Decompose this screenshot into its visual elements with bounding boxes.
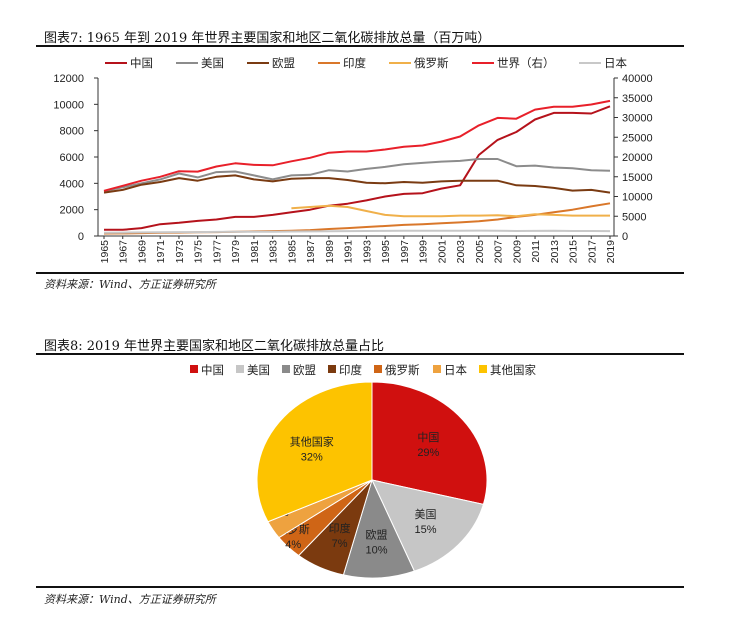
pie-label-name: 美国 xyxy=(414,508,436,521)
x-tick-label: 1993 xyxy=(361,240,373,264)
legend-label-其他国家: 其他国家 xyxy=(490,363,536,377)
legend-label-印度: 印度 xyxy=(343,56,366,70)
right-tick-label: 20000 xyxy=(622,152,653,164)
legend-label-欧盟: 欧盟 xyxy=(272,57,295,70)
right-tick-label: 25000 xyxy=(622,132,653,144)
series-line-日本 xyxy=(103,229,611,234)
x-tick-label: 2011 xyxy=(530,240,542,263)
x-tick-label: 1969 xyxy=(136,240,148,264)
figure8-top-rule xyxy=(36,353,684,355)
legend-label-世界（右）: 世界（右） xyxy=(497,56,555,70)
figure7-source: 资料来源：Wind、方正证券研究所 xyxy=(44,278,216,291)
legend-label-俄罗斯: 俄罗斯 xyxy=(385,364,420,377)
legend-label-中国: 中国 xyxy=(201,364,224,377)
x-tick-label: 1999 xyxy=(418,240,430,264)
x-tick-label: 1997 xyxy=(399,240,411,264)
left-tick-label: 8000 xyxy=(60,126,84,138)
series-line-美国 xyxy=(103,158,611,193)
pie-label-name: 中国 xyxy=(417,431,439,444)
left-tick-label: 12000 xyxy=(53,73,84,85)
pie-slice-中国 xyxy=(371,381,488,505)
pie-label-name: 印度 xyxy=(329,521,351,535)
series-line-中国 xyxy=(103,105,611,231)
x-tick-label: 2017 xyxy=(586,240,598,264)
legend-swatch-欧盟 xyxy=(282,365,290,373)
x-tick-label: 2005 xyxy=(474,240,486,264)
x-tick-label: 1979 xyxy=(230,240,242,264)
legend-label-中国: 中国 xyxy=(130,57,153,70)
figure7-top-rule xyxy=(36,45,684,47)
left-tick-label: 2000 xyxy=(60,205,84,217)
x-tick-label: 1967 xyxy=(118,240,130,264)
x-tick-label: 1965 xyxy=(99,240,111,264)
left-tick-label: 4000 xyxy=(60,178,84,190)
figure7-bottom-rule xyxy=(36,272,684,274)
x-tick-label: 2001 xyxy=(436,240,448,264)
legend-label-印度: 印度 xyxy=(339,363,362,377)
figure7-title: 图表7: 1965 年到 2019 年世界主要国家和地区二氧化碳排放总量（百万吨… xyxy=(44,31,491,46)
pie-label-name: 其他国家 xyxy=(290,434,334,448)
x-tick-label: 1983 xyxy=(268,240,280,264)
legend-swatch-俄罗斯 xyxy=(374,365,382,373)
x-tick-label: 1981 xyxy=(249,240,261,264)
left-tick-label: 10000 xyxy=(53,99,84,111)
right-tick-label: 15000 xyxy=(622,172,653,184)
pie-label-value: 15% xyxy=(414,524,436,536)
legend-label-美国: 美国 xyxy=(247,363,270,377)
right-tick-label: 10000 xyxy=(622,192,653,204)
x-tick-label: 2003 xyxy=(455,240,467,264)
legend-label-俄罗斯: 俄罗斯 xyxy=(414,57,449,70)
x-tick-label: 1977 xyxy=(211,240,223,264)
x-tick-label: 2015 xyxy=(568,240,580,264)
x-tick-label: 1989 xyxy=(324,240,336,264)
pie-label-value: 4% xyxy=(285,539,301,551)
right-tick-label: 0 xyxy=(622,231,628,243)
legend-label-欧盟: 欧盟 xyxy=(293,364,316,377)
legend-swatch-日本 xyxy=(433,365,441,373)
legend-swatch-印度 xyxy=(328,365,336,373)
legend-swatch-其他国家 xyxy=(479,365,487,373)
left-tick-label: 0 xyxy=(78,231,84,243)
pie-slice-其他国家 xyxy=(256,381,373,523)
series-line-欧盟 xyxy=(103,174,611,194)
x-tick-label: 1987 xyxy=(305,240,317,264)
x-tick-label: 1973 xyxy=(174,240,186,264)
pie-slice-美国 xyxy=(371,479,485,572)
pie-label-value: 29% xyxy=(417,447,439,459)
pie-label-value: 7% xyxy=(332,538,348,550)
right-tick-label: 30000 xyxy=(622,113,653,125)
pie-slice-欧盟 xyxy=(342,478,416,579)
right-tick-label: 5000 xyxy=(622,211,646,223)
right-tick-label: 35000 xyxy=(622,93,653,105)
x-tick-label: 1971 xyxy=(155,240,167,264)
x-tick-label: 2013 xyxy=(549,240,561,264)
x-tick-label: 1985 xyxy=(286,240,298,264)
figure8-source: 资料来源：Wind、方正证券研究所 xyxy=(44,593,216,606)
legend-swatch-美国 xyxy=(236,365,244,373)
pie-label-name: 欧盟 xyxy=(365,529,387,542)
left-tick-label: 6000 xyxy=(60,152,84,164)
x-tick-label: 1991 xyxy=(343,240,355,264)
x-tick-label: 1995 xyxy=(380,240,392,264)
pie-label-value: 10% xyxy=(365,545,387,557)
series-line-世界（右） xyxy=(103,99,611,192)
x-tick-label: 2007 xyxy=(493,240,505,264)
right-tick-label: 40000 xyxy=(622,73,653,85)
legend-label-日本: 日本 xyxy=(604,56,627,70)
legend-label-美国: 美国 xyxy=(201,56,224,70)
x-tick-label: 2009 xyxy=(511,240,523,264)
series-line-俄罗斯 xyxy=(291,204,610,218)
figure8-title: 图表8: 2019 年世界主要国家和地区二氧化碳排放总量占比 xyxy=(44,339,384,354)
x-tick-label: 2019 xyxy=(605,240,617,264)
legend-swatch-中国 xyxy=(190,365,198,373)
pie-label-value: 32% xyxy=(301,451,323,463)
legend-label-日本: 日本 xyxy=(444,363,467,377)
x-tick-label: 1975 xyxy=(193,240,205,264)
figure8-bottom-rule xyxy=(36,586,684,588)
